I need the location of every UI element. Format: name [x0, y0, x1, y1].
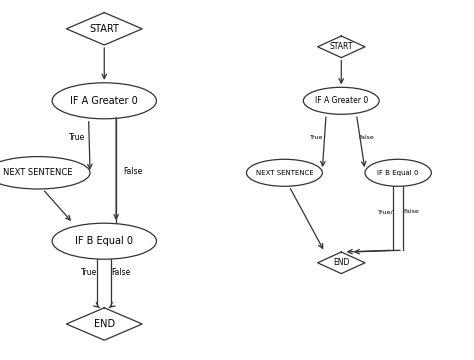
- Ellipse shape: [52, 223, 156, 259]
- Polygon shape: [318, 252, 365, 274]
- Ellipse shape: [303, 87, 379, 114]
- Text: True: True: [310, 135, 323, 140]
- Text: START: START: [89, 24, 119, 34]
- Polygon shape: [66, 308, 142, 340]
- Text: False: False: [111, 268, 131, 277]
- Polygon shape: [318, 36, 365, 58]
- Text: True: True: [81, 268, 97, 277]
- Text: START: START: [329, 42, 353, 51]
- Text: NEXT SENTENCE: NEXT SENTENCE: [3, 168, 73, 177]
- Text: NEXT SENTENCE: NEXT SENTENCE: [255, 170, 313, 176]
- Text: END: END: [94, 319, 115, 329]
- Text: IF B Equal 0: IF B Equal 0: [377, 170, 419, 176]
- Ellipse shape: [0, 157, 90, 189]
- Ellipse shape: [246, 159, 322, 186]
- Ellipse shape: [52, 83, 156, 119]
- Text: False: False: [123, 166, 143, 176]
- Ellipse shape: [365, 159, 431, 186]
- Polygon shape: [66, 13, 142, 45]
- Text: IF B Equal 0: IF B Equal 0: [75, 236, 133, 246]
- Text: False: False: [403, 210, 419, 215]
- Text: IF A Greater 0: IF A Greater 0: [315, 96, 368, 105]
- Text: False: False: [358, 135, 374, 140]
- Text: IF A Greater 0: IF A Greater 0: [71, 96, 138, 106]
- Text: True: True: [69, 133, 85, 142]
- Text: END: END: [333, 258, 349, 267]
- Text: True/: True/: [378, 210, 393, 215]
